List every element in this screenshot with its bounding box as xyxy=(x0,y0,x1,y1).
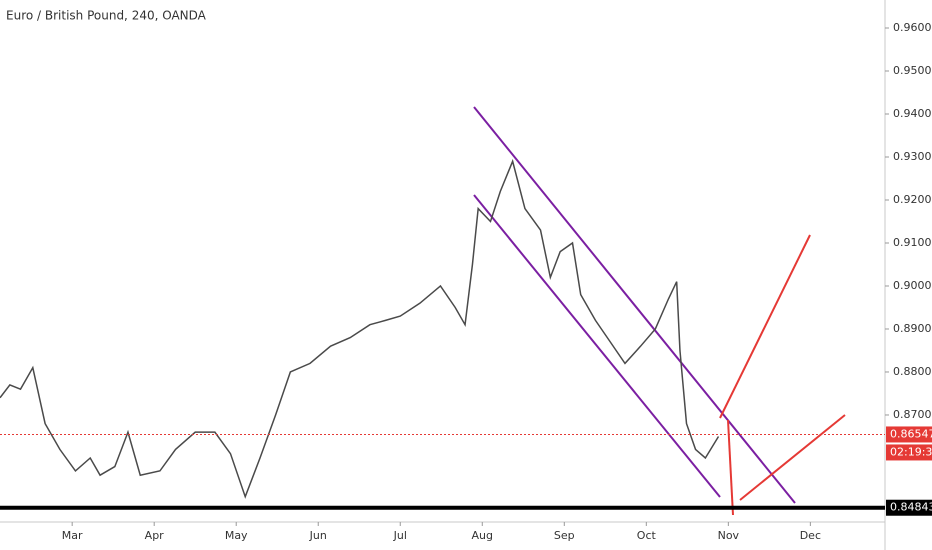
x-tick-label: Oct xyxy=(637,529,657,542)
x-tick-label: Jul xyxy=(393,529,407,542)
price-label-box xyxy=(886,499,932,516)
x-tick-label: May xyxy=(225,529,248,542)
x-tick-label: Mar xyxy=(62,529,83,542)
channel-lower xyxy=(473,194,721,498)
x-tick-label: Sep xyxy=(554,529,575,542)
chart-title: Euro / British Pound, 240, OANDA xyxy=(6,9,207,23)
drawings xyxy=(473,106,846,516)
x-tick-label: Aug xyxy=(472,529,493,542)
price-label-box xyxy=(886,426,932,443)
x-tick-label: Jun xyxy=(309,529,327,542)
x-tick-label: Nov xyxy=(718,529,740,542)
price-label: 0.86547 xyxy=(890,427,932,440)
price-label: 0.84843 xyxy=(890,501,932,514)
countdown-label: 02:19:35 xyxy=(890,445,932,458)
projection-rebound xyxy=(739,414,846,501)
x-tick-label: Apr xyxy=(145,529,165,542)
countdown-box xyxy=(886,444,932,461)
projection-drop xyxy=(727,419,734,516)
x-tick-label: Dec xyxy=(800,529,821,542)
y-tick-label: 0.87000 xyxy=(893,408,932,421)
projection-up xyxy=(719,234,811,419)
price-line xyxy=(0,158,720,499)
channel-upper xyxy=(473,106,796,504)
